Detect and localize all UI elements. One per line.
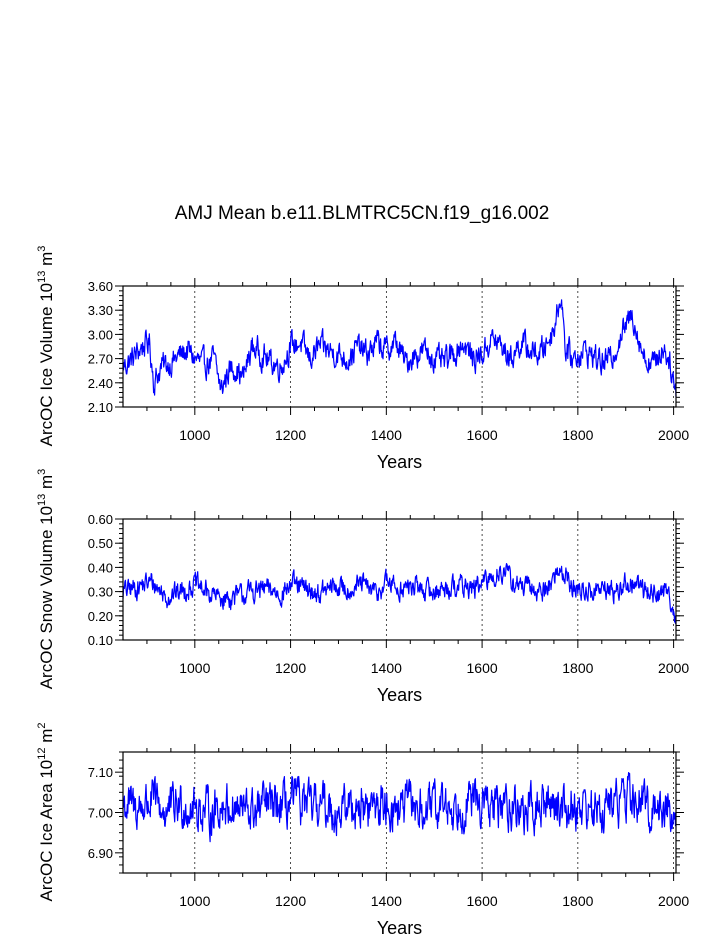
x-axis-label-3: Years (377, 918, 422, 935)
xtick-label-1800: 1800 (562, 893, 593, 909)
xtick-label-1400: 1400 (371, 660, 402, 676)
series-line-3 (122, 771, 677, 843)
ytick-label-3: 0.40 (88, 560, 113, 575)
ytick-label-5: 0.60 (88, 512, 113, 527)
x-axis-label-2: Years (377, 685, 422, 705)
plot-frame-1 (122, 285, 677, 408)
ytick-label-1: 7.00 (88, 806, 113, 821)
plot-frame-2 (122, 518, 677, 641)
xtick-label-1600: 1600 (467, 427, 498, 443)
ytick-label-5: 3.60 (88, 279, 113, 294)
y-axis-label-1: ArcOC Ice Volume 1013 m3 (36, 246, 56, 447)
xtick-label-1200: 1200 (275, 893, 306, 909)
xtick-label-1600: 1600 (467, 660, 498, 676)
panel-1: 1000 1200 1400 1600 1800 2000 2.10 2.40 2.70 3.00… (36, 246, 689, 472)
xtick-label-2000: 2000 (658, 427, 689, 443)
y-axis-label-2: ArcOC Snow Volume 1013 m3 (36, 469, 56, 690)
y-axis-label-3: ArcOC Ice Area 1012 m2 (36, 723, 56, 902)
xtick-label-1200: 1200 (275, 427, 306, 443)
xtick-label-1400: 1400 (371, 427, 402, 443)
ytick-label-1: 0.20 (88, 609, 113, 624)
xtick-label-1600: 1600 (467, 893, 498, 909)
ytick-label-2: 0.30 (88, 585, 113, 600)
xtick-label-1000: 1000 (179, 660, 210, 676)
series-line-1 (122, 299, 677, 397)
xtick-label-1200: 1200 (275, 660, 306, 676)
xtick-label-1000: 1000 (179, 427, 210, 443)
panel-3: 1000 1200 1400 1600 1800 2000 6.90 7.00 7.10 Year… (36, 723, 689, 935)
xtick-label-1800: 1800 (562, 660, 593, 676)
series-line-2 (122, 562, 677, 625)
xtick-label-1400: 1400 (371, 893, 402, 909)
chart-title: AMJ Mean b.e11.BLMTRC5CN.f19_g16.002 (175, 203, 550, 224)
xtick-label-1000: 1000 (179, 893, 210, 909)
panels: 1000 1200 1400 1600 1800 2000 2.10 2.40 2.70 3.00… (36, 246, 689, 935)
ytick-label-0: 6.90 (88, 846, 113, 861)
xtick-label-2000: 2000 (658, 893, 689, 909)
xtick-label-2000: 2000 (658, 660, 689, 676)
ytick-label-4: 3.30 (88, 303, 113, 318)
ytick-label-1: 2.40 (88, 376, 113, 391)
ytick-label-3: 3.00 (88, 327, 113, 342)
ytick-label-0: 0.10 (88, 633, 113, 648)
ytick-label-2: 7.10 (88, 765, 113, 780)
panel-2: 1000 1200 1400 1600 1800 2000 0.10 0.20 0.30 0.40… (36, 469, 689, 705)
xtick-label-1800: 1800 (562, 427, 593, 443)
ytick-label-4: 0.50 (88, 536, 113, 551)
ytick-label-2: 2.70 (88, 352, 113, 367)
x-axis-label-1: Years (377, 452, 422, 472)
ytick-label-0: 2.10 (88, 400, 113, 415)
